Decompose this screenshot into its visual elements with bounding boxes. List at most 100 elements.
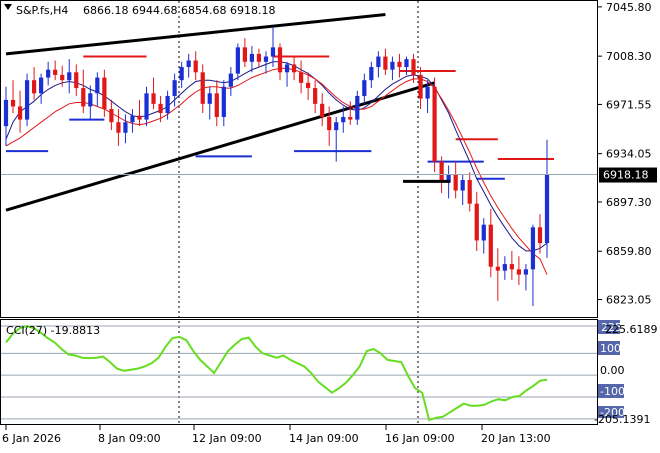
candle-body xyxy=(516,269,522,275)
cci-level-box-100 xyxy=(598,341,620,355)
candle-body xyxy=(284,64,290,73)
candle-body xyxy=(137,115,142,120)
candle-body xyxy=(88,93,93,107)
time-label-1: 8 Jan 09:00 xyxy=(98,432,161,445)
candle-body xyxy=(31,80,37,94)
time-label-3: 14 Jan 09:00 xyxy=(289,432,359,445)
candle-body xyxy=(509,264,514,270)
current-price-text: 6918.18 xyxy=(603,169,649,182)
cci-axis-minus100-label: -100 xyxy=(600,385,625,398)
price-tick-label: 6897.30 xyxy=(606,196,652,209)
candle-body xyxy=(453,174,458,191)
candle-body xyxy=(200,72,205,104)
price-tick-label: 6859.80 xyxy=(606,245,652,258)
candle-body xyxy=(298,72,304,83)
candle-body xyxy=(3,99,9,127)
time-label-5: 20 Jan 13:00 xyxy=(481,432,551,445)
header-high: 6944.68 xyxy=(132,4,178,17)
candle-body xyxy=(355,95,360,120)
candle-body xyxy=(67,72,72,81)
candle-body xyxy=(320,103,325,117)
candle-body xyxy=(383,56,388,70)
header-open: 6866.18 xyxy=(83,4,129,17)
cci-level-box-minus200 xyxy=(598,406,624,418)
header-symbol: S&P.fs,H4 xyxy=(16,4,68,17)
cci-axis-100-label: 100 xyxy=(600,342,621,355)
time-label-4: 16 Jan 09:00 xyxy=(385,432,455,445)
time-label-0: 6 Jan 2026 xyxy=(2,432,61,445)
candle-body xyxy=(432,86,437,162)
price-tick-label: 7045.80 xyxy=(606,1,652,14)
price-tick-label: 7008.30 xyxy=(606,50,652,63)
candle-body xyxy=(39,77,44,94)
candle-body xyxy=(348,116,353,120)
candle-body xyxy=(481,224,486,241)
collapse-triangle-icon[interactable] xyxy=(4,4,12,10)
candle-body xyxy=(544,174,550,244)
candle-body xyxy=(249,53,255,62)
candle-body xyxy=(306,82,311,89)
cci-header: CCI(27) -19.8813 xyxy=(6,324,100,337)
candle-body xyxy=(172,80,177,96)
candle-body xyxy=(502,264,507,271)
candle-body xyxy=(488,224,493,267)
candle-body xyxy=(418,74,423,99)
candle-body xyxy=(102,77,107,110)
candle-body xyxy=(256,53,262,62)
candle-body xyxy=(397,61,402,68)
ma-red-line xyxy=(5,67,548,275)
candle-body xyxy=(460,180,465,191)
cci-level-box-minus100 xyxy=(598,384,624,398)
candle-body xyxy=(263,56,269,62)
candle-body xyxy=(24,80,30,120)
candle-body xyxy=(179,67,184,81)
candle-body xyxy=(270,47,276,57)
candle-body xyxy=(474,203,479,241)
candle-body xyxy=(221,86,226,117)
candle-body xyxy=(165,95,170,114)
candle-body xyxy=(130,115,135,123)
candle-body xyxy=(53,69,58,75)
price-axis[interactable]: 7045.80 7008.30 6971.55 6934.05 6897.30 6859.… xyxy=(597,1,652,307)
psar-segments xyxy=(6,55,555,180)
candle-body xyxy=(439,161,444,183)
time-axis[interactable]: 6 Jan 2026 8 Jan 09:00 12 Jan 09:00 14 J… xyxy=(2,425,551,445)
candle-body xyxy=(411,59,416,75)
cci-panel-frame xyxy=(0,319,598,425)
candle-body xyxy=(60,74,65,81)
candle-body xyxy=(404,59,409,68)
candle-body xyxy=(467,180,472,204)
candle-body xyxy=(81,88,86,107)
candle-body xyxy=(523,269,529,275)
candle-body xyxy=(242,47,247,62)
price-tick-label: 6971.55 xyxy=(606,98,652,111)
candle-body xyxy=(193,60,198,73)
candles xyxy=(3,27,550,307)
price-tick-label: 6934.05 xyxy=(606,148,652,161)
candle-body xyxy=(46,69,51,78)
trendline xyxy=(5,81,436,212)
candle-body xyxy=(277,47,283,73)
candle-body xyxy=(186,60,191,68)
cci-axis-minus200-label: -200 xyxy=(600,406,625,419)
cci-axis-min-label: -205.1391 xyxy=(594,413,650,426)
candle-body xyxy=(362,80,367,96)
candle-body xyxy=(116,122,121,133)
candle-body xyxy=(313,88,318,104)
trendline xyxy=(5,13,386,56)
trendlines[interactable] xyxy=(5,13,436,212)
candle-body xyxy=(214,93,219,117)
header-close: 6918.18 xyxy=(230,4,276,17)
candle-body xyxy=(207,93,212,104)
candle-body xyxy=(376,56,381,68)
cci-level-box-top xyxy=(598,320,620,334)
candle-body xyxy=(334,122,339,131)
cci-line xyxy=(5,324,548,422)
cci-axis-max-label: 225.6189 xyxy=(605,323,658,336)
candle-body xyxy=(390,61,395,70)
cci-axis[interactable]: 225 225.6189 100 0.00 -100 -200 -205.139… xyxy=(594,320,658,426)
candle-body xyxy=(74,72,79,89)
candle-body xyxy=(151,93,156,104)
